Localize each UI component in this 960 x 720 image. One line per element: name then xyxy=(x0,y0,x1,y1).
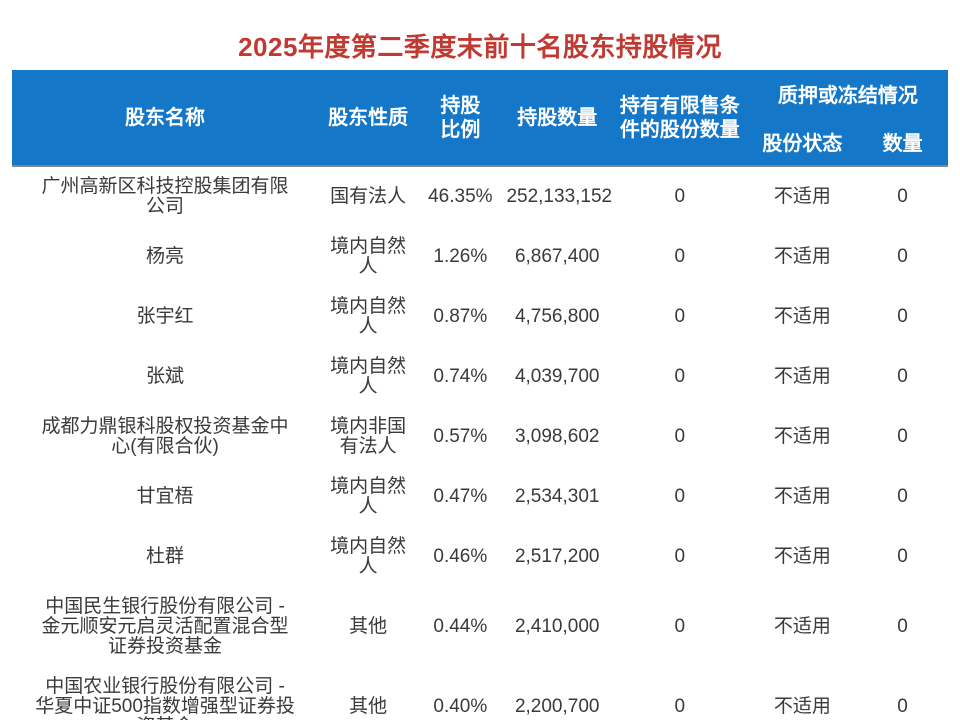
cell-pledge-quantity: 0 xyxy=(897,486,908,507)
table-row: 中国农业银行股份有限公司 - 华夏中证500指数增强型证券投 资基金 其他 0.… xyxy=(12,667,948,720)
shareholders-table: 股东名称 股东性质 持股 比例 持股数量 持有有限售条 件的股份数量 质押或冻结… xyxy=(12,70,948,720)
cell-pledge-quantity: 0 xyxy=(897,366,908,387)
col-header-pledge-group: 质押或冻结情况 xyxy=(747,70,948,122)
cell-shareholder-name: 张斌 xyxy=(146,366,185,387)
cell-holding-ratio: 0.87% xyxy=(433,306,488,327)
cell-share-status: 不适用 xyxy=(773,696,831,717)
cell-share-status: 不适用 xyxy=(773,616,831,637)
col-header-shares-held: 持股数量 xyxy=(502,70,612,166)
cell-share-status: 不适用 xyxy=(773,366,831,387)
cell-shareholder-nature: 境内非国有法人 xyxy=(330,416,407,457)
table-row: 成都力鼎银科股权投资基金中 心(有限合伙) 境内非国有法人 0.57% 3,09… xyxy=(12,407,948,467)
table-row: 甘宜梧 境内自然人 0.47% 2,534,301 0 不适用 0 xyxy=(12,467,948,527)
cell-shares-held: 2,410,000 xyxy=(514,616,600,637)
cell-pledge-quantity: 0 xyxy=(897,426,908,447)
cell-holding-ratio: 0.57% xyxy=(433,426,488,447)
col-header-shareholder-name: 股东名称 xyxy=(12,70,319,166)
cell-pledge-quantity: 0 xyxy=(897,546,908,567)
cell-share-status: 不适用 xyxy=(773,306,831,327)
cell-restricted-shares: 0 xyxy=(674,246,686,267)
cell-pledge-quantity: 0 xyxy=(897,696,908,717)
cell-shares-held: 3,098,602 xyxy=(514,426,600,447)
col-header-share-status: 股份状态 xyxy=(747,122,858,166)
cell-restricted-shares: 0 xyxy=(674,426,686,447)
cell-restricted-shares: 0 xyxy=(674,546,686,567)
col-header-restricted-shares: 持有有限售条 件的股份数量 xyxy=(611,70,748,166)
table-body: 广州高新区科技控股集团有限 公司 国有法人 46.35% 252,133,152… xyxy=(12,165,948,720)
cell-shareholder-nature: 境内自然人 xyxy=(330,296,407,337)
cell-shareholder-nature: 国有法人 xyxy=(318,165,419,227)
col-header-pledge-quantity: 数量 xyxy=(857,122,948,166)
table-row: 杨亮 境内自然人 1.26% 6,867,400 0 不适用 0 xyxy=(12,227,948,287)
cell-pledge-quantity: 0 xyxy=(897,616,908,637)
cell-restricted-shares: 0 xyxy=(674,616,686,637)
cell-restricted-shares: 0 xyxy=(611,165,748,227)
cell-share-status: 不适用 xyxy=(773,426,831,447)
cell-shareholder-name: 广州高新区科技控股集团有限 公司 xyxy=(12,165,319,227)
cell-holding-ratio: 0.74% xyxy=(433,366,488,387)
cell-shares-held: 4,039,700 xyxy=(514,366,600,387)
cell-holding-ratio: 0.40% xyxy=(433,696,488,717)
cell-shareholder-name: 杜群 xyxy=(146,546,185,567)
page-title: 2025年度第二季度末前十名股东持股情况 xyxy=(238,32,722,62)
cell-shares-held: 252,133,152 xyxy=(502,165,612,227)
cell-shareholder-nature: 境内自然人 xyxy=(330,536,407,577)
cell-shareholder-nature: 其他 xyxy=(349,616,388,637)
cell-restricted-shares: 0 xyxy=(674,696,686,717)
cell-shares-held: 2,534,301 xyxy=(514,486,600,507)
cell-shareholder-name: 中国民生银行股份有限公司 - 金元顺安元启灵活配置混合型 证券投资基金 xyxy=(41,596,289,657)
cell-holding-ratio: 1.26% xyxy=(433,246,488,267)
cell-restricted-shares: 0 xyxy=(674,306,686,327)
table-row: 杜群 境内自然人 0.46% 2,517,200 0 不适用 0 xyxy=(12,527,948,587)
cell-holding-ratio: 0.46% xyxy=(433,546,488,567)
table-header: 股东名称 股东性质 持股 比例 持股数量 持有有限售条 件的股份数量 质押或冻结… xyxy=(12,70,948,166)
cell-share-status: 不适用 xyxy=(773,246,831,267)
cell-share-status: 不适用 xyxy=(773,486,831,507)
cell-shareholder-nature: 境内自然人 xyxy=(330,476,407,517)
cell-shares-held: 2,200,700 xyxy=(514,696,600,717)
cell-share-status: 不适用 xyxy=(773,546,831,567)
cell-holding-ratio: 46.35% xyxy=(418,165,503,227)
cell-holding-ratio: 0.44% xyxy=(433,616,488,637)
table-row: 张宇红 境内自然人 0.87% 4,756,800 0 不适用 0 xyxy=(12,287,948,347)
cell-shares-held: 6,867,400 xyxy=(514,246,600,267)
cell-shareholder-name: 甘宜梧 xyxy=(136,486,194,507)
cell-shareholder-name: 杨亮 xyxy=(146,246,185,267)
cell-shareholder-nature: 境内自然人 xyxy=(330,356,407,397)
cell-pledge-quantity: 0 xyxy=(857,165,948,227)
cell-restricted-shares: 0 xyxy=(674,366,686,387)
cell-pledge-quantity: 0 xyxy=(897,306,908,327)
cell-shareholder-nature: 境内自然人 xyxy=(330,236,407,277)
cell-shareholder-name: 成都力鼎银科股权投资基金中 心(有限合伙) xyxy=(41,416,289,457)
cell-shareholder-nature: 其他 xyxy=(349,696,388,717)
col-header-holding-ratio: 持股 比例 xyxy=(418,70,503,166)
header-row-sub: 股份状态 数量 xyxy=(12,122,948,166)
cell-shares-held: 4,756,800 xyxy=(514,306,600,327)
cell-pledge-quantity: 0 xyxy=(897,246,908,267)
cell-shareholder-name: 张宇红 xyxy=(136,306,194,327)
table-row: 中国民生银行股份有限公司 - 金元顺安元启灵活配置混合型 证券投资基金 其他 0… xyxy=(12,587,948,667)
col-header-shareholder-nature: 股东性质 xyxy=(318,70,419,166)
cell-shares-held: 2,517,200 xyxy=(514,546,600,567)
table-row: 张斌 境内自然人 0.74% 4,039,700 0 不适用 0 xyxy=(12,347,948,407)
header-row-top: 股东名称 股东性质 持股 比例 持股数量 持有有限售条 件的股份数量 质押或冻结… xyxy=(12,70,948,166)
cell-shareholder-name: 中国农业银行股份有限公司 - 华夏中证500指数增强型证券投 资基金 xyxy=(35,676,295,720)
cell-holding-ratio: 0.47% xyxy=(433,486,488,507)
cell-share-status: 不适用 xyxy=(747,165,858,227)
cell-restricted-shares: 0 xyxy=(674,486,686,507)
table-row: 广州高新区科技控股集团有限 公司 国有法人 46.35% 252,133,152… xyxy=(12,165,948,227)
